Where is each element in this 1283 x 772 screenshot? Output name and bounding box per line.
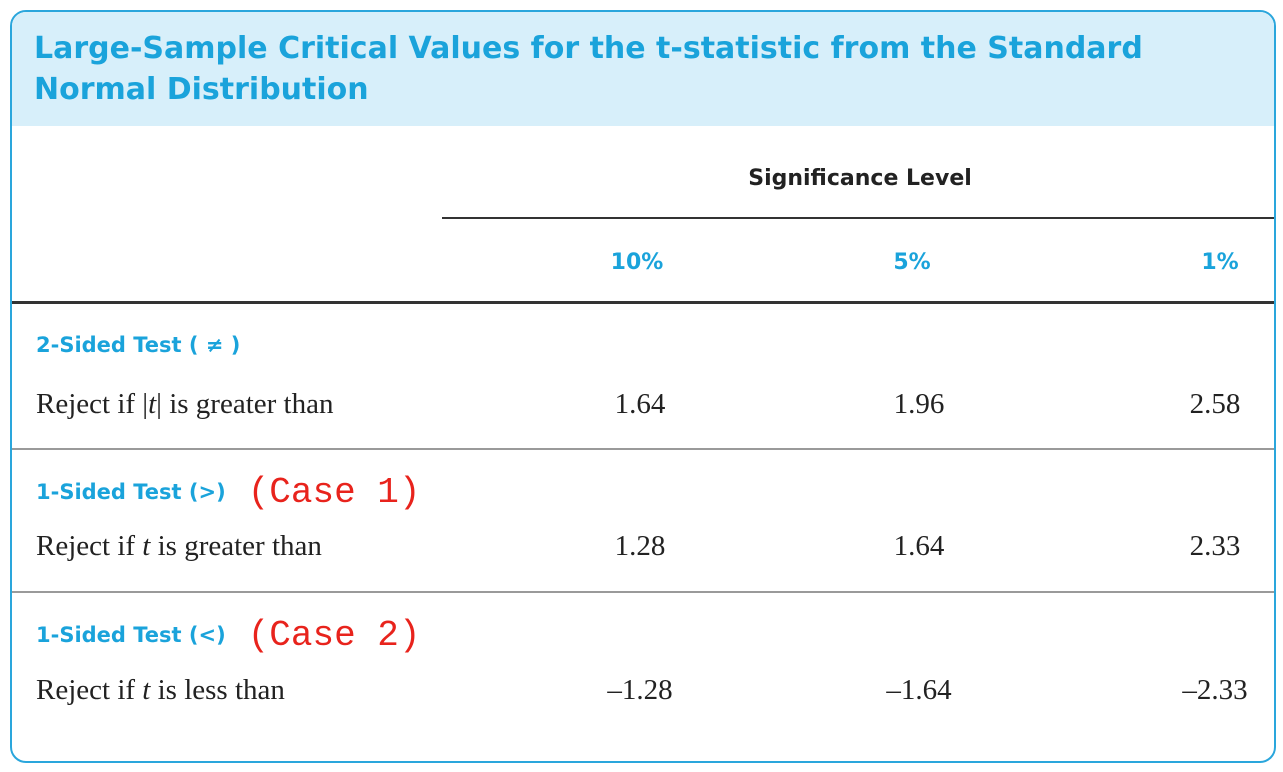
table-title: Large-Sample Critical Values for the t-s…: [34, 31, 1143, 107]
case-annotation: (Case 2): [247, 615, 421, 656]
table-cell: 1.96: [893, 388, 945, 420]
table-cell: –2.33: [1182, 674, 1248, 706]
case-annotation: (Case 1): [247, 472, 421, 513]
test-name: 1-Sided Test (<): [36, 623, 226, 647]
critical-values-table: Large-Sample Critical Values for the t-s…: [10, 10, 1276, 763]
row-label: Reject if |t| is greater than: [36, 388, 334, 420]
level-1-header: 1%: [1201, 250, 1239, 275]
table-cell: 2.58: [1189, 388, 1241, 420]
row-label: Reject if t is less than: [36, 674, 285, 706]
level-10-header: 10%: [610, 250, 664, 275]
table-cell: –1.28: [607, 674, 673, 706]
test-name: 2-Sided Test ( ≠ ): [36, 333, 241, 357]
table-cell: –1.64: [886, 674, 952, 706]
header-rule: [442, 217, 1274, 219]
row-divider: [12, 591, 1274, 593]
header-bottom-rule: [12, 301, 1274, 304]
row-label: Reject if t is greater than: [36, 530, 322, 562]
table-cell: 1.28: [614, 530, 666, 562]
test-name: 1-Sided Test (>): [36, 480, 226, 504]
significance-level-header: Significance Level: [748, 166, 972, 191]
row-test-heading: 2-Sided Test ( ≠ ): [36, 333, 240, 357]
table-cell: 2.33: [1189, 530, 1241, 562]
level-5-header: 5%: [893, 250, 931, 275]
table-cell: 1.64: [893, 530, 945, 562]
table-cell: 1.64: [614, 388, 666, 420]
row-divider: [12, 448, 1274, 450]
row-test-heading: 1-Sided Test (>) (Case 1): [36, 472, 421, 513]
title-band: Large-Sample Critical Values for the t-s…: [12, 12, 1274, 126]
row-test-heading: 1-Sided Test (<) (Case 2): [36, 615, 421, 656]
